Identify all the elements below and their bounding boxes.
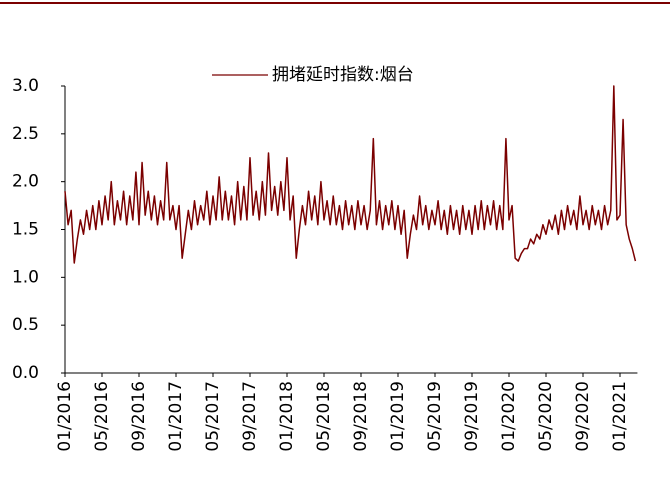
x-tick-label: 09/2018 — [351, 381, 371, 452]
x-tick-label: 05/2017 — [203, 381, 223, 452]
x-tick-label: 05/2018 — [314, 381, 334, 452]
x-tick-label: 01/2018 — [277, 381, 297, 452]
x-tick-label: 05/2019 — [425, 381, 445, 452]
x-tick-label: 01/2019 — [388, 381, 408, 452]
x-tick-label: 01/2021 — [610, 381, 630, 452]
series-line — [64, 85, 637, 264]
y-tick-label: 3.0 — [12, 76, 39, 96]
x-tick-label: 05/2020 — [536, 381, 556, 452]
x-tick-label: 01/2016 — [55, 381, 75, 452]
x-tick-label: 01/2020 — [499, 381, 519, 452]
y-tick-label: 1.0 — [12, 267, 39, 287]
y-tick-label: 2.5 — [12, 124, 39, 144]
x-tick-label: 01/2017 — [166, 381, 186, 452]
x-tick-label: 09/2020 — [573, 381, 593, 452]
x-tick-label: 09/2019 — [462, 381, 482, 452]
x-tick-label: 09/2016 — [129, 381, 149, 452]
y-tick-label: 0.0 — [12, 363, 39, 383]
x-tick-label: 09/2017 — [240, 381, 260, 452]
y-tick-label: 2.0 — [12, 172, 39, 192]
legend-label: 拥堵延时指数:烟台 — [272, 65, 414, 85]
y-tick-label: 0.5 — [12, 315, 39, 335]
x-tick-label: 05/2016 — [92, 381, 112, 452]
y-tick-label: 1.5 — [12, 220, 39, 240]
